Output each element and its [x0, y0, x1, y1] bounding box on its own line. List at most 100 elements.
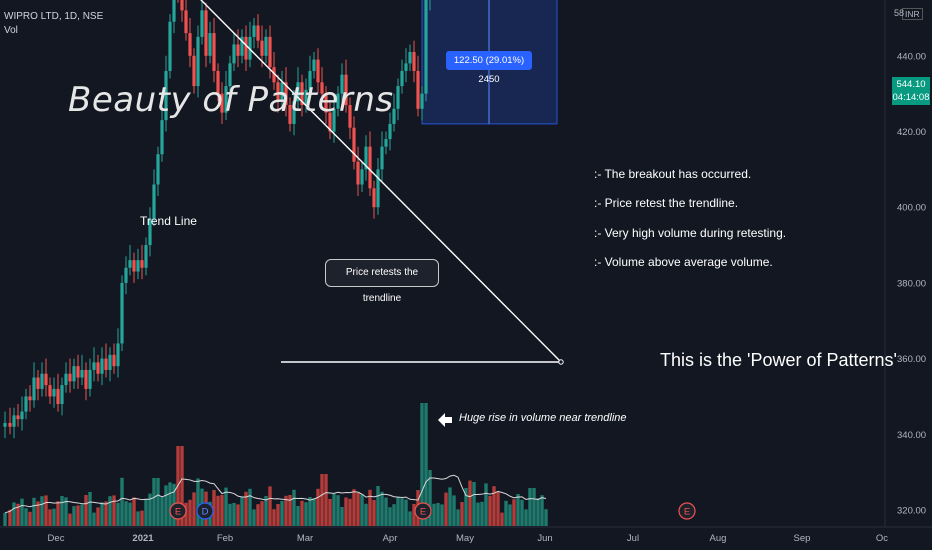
volume-bar [296, 506, 300, 526]
event-marker-letter: E [420, 507, 426, 518]
candle-body [272, 67, 276, 83]
volume-bar [28, 511, 32, 526]
candle-body [364, 146, 368, 170]
volume-bar [300, 500, 304, 526]
volume-bar [292, 489, 296, 526]
candle-body [344, 74, 348, 106]
candle-body [412, 52, 416, 71]
volume-bar [212, 490, 216, 526]
power-of-patterns-text: This is the 'Power of Patterns' [660, 350, 897, 370]
volume-bar [240, 497, 244, 526]
candle-body [324, 93, 328, 113]
volume-bar [312, 498, 316, 526]
volume-bar [424, 403, 428, 526]
candle-body [116, 343, 120, 367]
volume-bar [92, 512, 96, 526]
volume-bar [168, 482, 172, 526]
time-tick-label: Jul [627, 533, 639, 544]
candle-body [240, 36, 244, 56]
volume-bar [280, 501, 284, 526]
volume-bar [88, 492, 92, 526]
earnings-marker [169, 502, 187, 520]
candle-body [232, 44, 236, 64]
candle-body [304, 89, 308, 106]
candle-body [332, 108, 336, 132]
symbol-title[interactable]: WIPRO LTD, 1D, NSE [4, 11, 104, 22]
candle-body [44, 373, 48, 386]
volume-bar [544, 509, 548, 526]
candle-body [96, 362, 100, 374]
currency-badge: INR [902, 8, 923, 20]
volume-bar [40, 496, 44, 526]
volume-bar [36, 501, 40, 526]
volume-bar [480, 501, 484, 526]
candle-body [60, 385, 64, 405]
volume-bar [492, 486, 496, 526]
candle-body [72, 366, 76, 382]
volume-bar [536, 498, 540, 526]
volume-bar [320, 474, 324, 526]
volume-bar [116, 502, 120, 526]
volume-bar [476, 502, 480, 526]
candle-body [408, 52, 412, 64]
drawn-lines[interactable] [170, 0, 885, 365]
candle-body [68, 373, 72, 382]
candle-body [356, 161, 360, 185]
candle-body [84, 369, 88, 389]
volume-bar [408, 511, 412, 526]
volume-bar [448, 487, 452, 526]
candle-body [8, 422, 12, 427]
candle-body [348, 105, 352, 128]
volume-bar [420, 403, 424, 526]
candle-body [48, 385, 52, 397]
candle-body [340, 74, 344, 94]
volume-bar [260, 501, 264, 526]
volume-bar [224, 487, 228, 526]
volume-bar [56, 501, 60, 526]
candle-body [140, 260, 144, 268]
candle-body [384, 139, 388, 147]
volume-bar [304, 502, 308, 526]
candle-body [164, 70, 168, 121]
volume-bar [360, 494, 364, 526]
volume-bar [20, 498, 24, 526]
volume-bar [324, 474, 328, 526]
volume-indicator-label[interactable]: Vol [4, 25, 18, 36]
volume-bar [272, 509, 276, 526]
volume-bar [444, 492, 448, 526]
time-tick-label: Dec [48, 533, 65, 544]
volume-bar [220, 495, 224, 526]
candle-body [168, 21, 172, 71]
candle-body [276, 82, 280, 102]
volume-bar [52, 508, 56, 526]
volume-bar [404, 499, 408, 526]
volume-bar [236, 504, 240, 526]
volume-bars [3, 403, 548, 526]
volume-bar [348, 498, 352, 526]
time-axis[interactable]: Dec 2021 Feb Mar Apr May Jun Jul Aug Sep Oc [48, 533, 889, 544]
price-axis[interactable]: 320.00 340.00 360.00 380.00 400.00 420.00 440.… [897, 0, 926, 517]
volume-bar [452, 495, 456, 526]
candle-body [368, 146, 372, 189]
candle-body [312, 59, 316, 71]
dividend-marker [196, 502, 214, 520]
volume-bar [532, 488, 536, 526]
volume-bar [396, 496, 400, 526]
time-tick-label: Feb [217, 533, 233, 544]
volume-bar [244, 491, 248, 526]
volume-bar [364, 503, 368, 526]
volume-ma-line [4, 474, 547, 514]
volume-bar [268, 486, 272, 526]
candle-body [188, 33, 192, 56]
candle-body [236, 44, 240, 56]
last-price: 544.10 [896, 79, 926, 90]
volume-bar [196, 478, 200, 526]
candle-body [420, 93, 424, 109]
candle-body [24, 396, 28, 412]
volume-bar [108, 496, 112, 526]
retest-callout[interactable]: Price retests the trendline [325, 259, 439, 304]
candle-body [160, 120, 164, 155]
candle-body [316, 59, 320, 83]
